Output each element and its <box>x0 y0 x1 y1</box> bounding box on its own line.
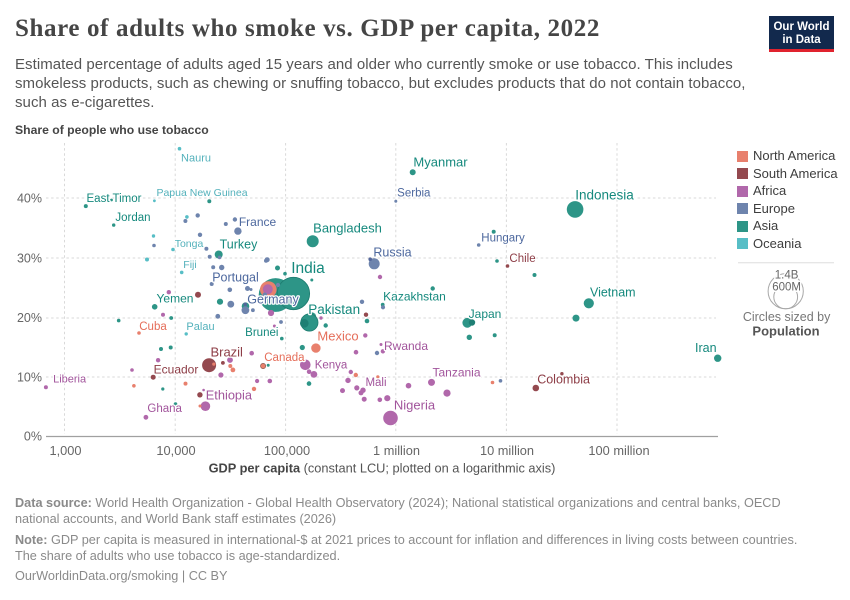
svg-text:40%: 40% <box>17 192 42 206</box>
svg-text:Bangladesh: Bangladesh <box>313 221 382 236</box>
svg-text:Chile: Chile <box>509 253 535 265</box>
svg-text:Canada: Canada <box>264 352 305 364</box>
svg-text:Portugal: Portugal <box>212 271 259 285</box>
svg-text:Tanzania: Tanzania <box>432 365 480 379</box>
svg-text:Ethiopia: Ethiopia <box>206 387 253 402</box>
svg-text:Mali: Mali <box>365 377 386 389</box>
svg-text:France: France <box>239 215 277 229</box>
svg-text:Circles sized by: Circles sized by <box>743 310 831 324</box>
svg-text:Nauru: Nauru <box>181 153 211 165</box>
svg-text:Iran: Iran <box>695 341 717 355</box>
svg-text:100,000: 100,000 <box>264 443 310 458</box>
svg-text:Population: Population <box>752 324 819 339</box>
svg-text:600M: 600M <box>772 282 801 294</box>
svg-text:Ecuador: Ecuador <box>154 363 199 377</box>
svg-text:Pakistan: Pakistan <box>308 302 360 317</box>
svg-text:Kenya: Kenya <box>315 360 348 372</box>
svg-text:10%: 10% <box>17 371 42 385</box>
svg-text:Brazil: Brazil <box>210 345 243 360</box>
svg-text:Myanmar: Myanmar <box>413 155 468 170</box>
svg-text:Kazakhstan: Kazakhstan <box>383 290 446 304</box>
svg-text:Rwanda: Rwanda <box>384 339 428 353</box>
svg-text:Japan: Japan <box>469 307 502 321</box>
svg-text:Vietnam: Vietnam <box>590 286 636 300</box>
svg-text:Papua New Guinea: Papua New Guinea <box>156 187 247 199</box>
svg-text:100 million: 100 million <box>588 443 649 458</box>
svg-text:Indonesia: Indonesia <box>575 188 634 203</box>
svg-text:1.4B: 1.4B <box>775 270 799 282</box>
svg-text:1 million: 1 million <box>373 443 420 458</box>
svg-text:Hungary: Hungary <box>481 233 525 245</box>
svg-text:Palau: Palau <box>186 321 214 333</box>
svg-text:GDP per capita (constant LCU;: GDP per capita (constant LCU; plotted on… <box>209 461 556 476</box>
svg-text:Liberia: Liberia <box>53 374 87 386</box>
svg-text:Germany: Germany <box>247 293 299 307</box>
svg-text:India: India <box>291 260 325 277</box>
svg-text:10,000: 10,000 <box>156 443 195 458</box>
svg-text:Jordan: Jordan <box>115 212 150 224</box>
svg-text:Fiji: Fiji <box>183 259 196 271</box>
svg-text:1,000: 1,000 <box>49 443 81 458</box>
svg-text:Russia: Russia <box>373 246 411 260</box>
svg-text:Tonga: Tonga <box>175 238 204 250</box>
svg-text:Brunei: Brunei <box>245 327 278 339</box>
svg-text:Mexico: Mexico <box>317 329 358 344</box>
svg-text:Yemen: Yemen <box>157 292 194 306</box>
svg-text:10 million: 10 million <box>480 443 534 458</box>
svg-text:Nigeria: Nigeria <box>394 398 436 413</box>
svg-text:Ghana: Ghana <box>147 403 182 415</box>
svg-text:Turkey: Turkey <box>220 238 258 252</box>
svg-text:Cuba: Cuba <box>139 321 167 333</box>
svg-text:Colombia: Colombia <box>537 372 590 386</box>
svg-text:East Timor: East Timor <box>87 193 142 205</box>
svg-text:20%: 20% <box>17 311 42 325</box>
svg-text:Serbia: Serbia <box>397 188 431 200</box>
svg-text:0%: 0% <box>24 430 42 444</box>
svg-text:30%: 30% <box>17 252 42 266</box>
